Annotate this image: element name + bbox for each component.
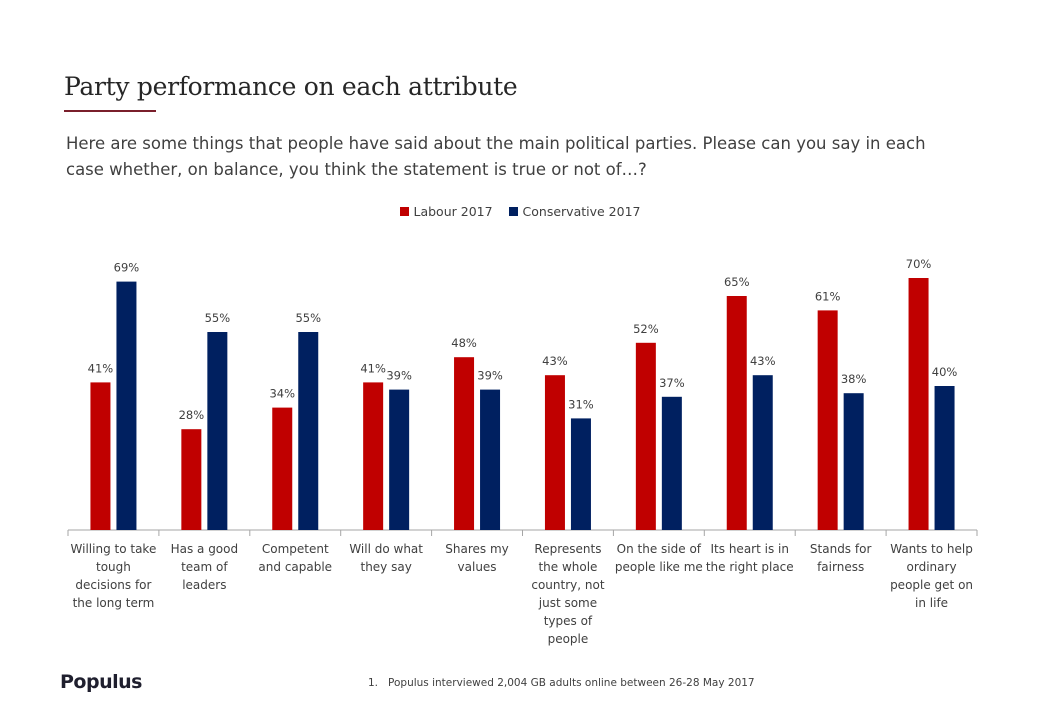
bar-conservative-2017-its-heart-is-in-the-right-plac <box>752 375 773 530</box>
category-label: Willing to take <box>71 542 157 556</box>
data-label-labour-2017-wants-to-help-ordinary-people-: 70% <box>906 257 932 271</box>
category-label: country, not <box>531 578 604 592</box>
bar-conservative-2017-represents-the-whole-country-n <box>570 418 591 530</box>
data-label-conservative-2017-wants-to-help-ordinary-people-: 40% <box>932 365 958 379</box>
data-label-conservative-2017-has-a-good-team-of-leaders: 55% <box>205 311 231 325</box>
category-label: people <box>548 632 589 646</box>
bar-labour-2017-its-heart-is-in-the-right-plac <box>726 296 747 530</box>
legend-label-labour: Labour 2017 <box>413 204 493 219</box>
chart-legend: Labour 2017 Conservative 2017 <box>0 204 1040 219</box>
category-label: Shares my <box>445 542 509 556</box>
bar-conservative-2017-stands-for-fairness <box>843 393 864 530</box>
data-label-labour-2017-stands-for-fairness: 61% <box>815 289 841 303</box>
data-label-conservative-2017-its-heart-is-in-the-right-plac: 43% <box>750 354 776 368</box>
bar-labour-2017-will-do-what-they-say <box>363 382 384 530</box>
legend-item-labour: Labour 2017 <box>399 204 493 219</box>
data-label-labour-2017-competent-and-capable: 34% <box>269 387 295 401</box>
category-label: just some <box>538 596 597 610</box>
legend-label-conservative: Conservative 2017 <box>522 204 641 219</box>
category-label: people get on <box>890 578 973 592</box>
bar-conservative-2017-will-do-what-they-say <box>389 389 410 530</box>
data-label-labour-2017-represents-the-whole-country-n: 43% <box>542 354 568 368</box>
data-label-conservative-2017-competent-and-capable: 55% <box>295 311 321 325</box>
data-label-conservative-2017-stands-for-fairness: 38% <box>841 372 867 386</box>
bar-labour-2017-competent-and-capable <box>272 407 293 530</box>
bar-labour-2017-willing-to-take-tough-decision <box>90 382 111 530</box>
category-label: in life <box>915 596 948 610</box>
bar-labour-2017-on-the-side-of-people-like-me <box>635 342 656 530</box>
category-label: Will do what <box>349 542 423 556</box>
page-title: Party performance on each attribute <box>64 72 518 101</box>
category-label: fairness <box>817 560 864 574</box>
data-label-labour-2017-has-a-good-team-of-leaders: 28% <box>179 408 205 422</box>
category-label: ordinary <box>907 560 957 574</box>
footnote-text: Populus interviewed 2,004 GB adults onli… <box>388 677 755 689</box>
footnote-number: 1. <box>368 677 379 689</box>
question-text: Here are some things that people have sa… <box>66 134 926 179</box>
category-label: Its heart is in <box>711 542 789 556</box>
category-label: they say <box>360 560 411 574</box>
category-label: the whole <box>538 560 597 574</box>
category-label: On the side of <box>617 542 702 556</box>
category-label: decisions for <box>75 578 151 592</box>
category-label: Represents <box>534 542 601 556</box>
data-label-labour-2017-will-do-what-they-say: 41% <box>360 361 386 375</box>
data-label-labour-2017-willing-to-take-tough-decision: 41% <box>88 361 114 375</box>
populus-logo: Populus <box>60 671 142 693</box>
title-underline <box>64 110 156 112</box>
category-label: Wants to help <box>890 542 973 556</box>
data-label-labour-2017-its-heart-is-in-the-right-plac: 65% <box>724 275 750 289</box>
category-label: the right place <box>706 560 794 574</box>
bar-conservative-2017-competent-and-capable <box>298 332 319 530</box>
category-label: types of <box>544 614 593 628</box>
category-label: values <box>458 560 497 574</box>
bar-labour-2017-shares-my-values <box>454 357 475 530</box>
data-label-labour-2017-on-the-side-of-people-like-me: 52% <box>633 322 659 336</box>
bar-conservative-2017-shares-my-values <box>480 389 501 530</box>
legend-item-conservative: Conservative 2017 <box>508 204 641 219</box>
bar-labour-2017-has-a-good-team-of-leaders <box>181 429 202 530</box>
category-label: leaders <box>182 578 226 592</box>
bar-conservative-2017-wants-to-help-ordinary-people- <box>934 386 955 530</box>
footnote: 1. Populus interviewed 2,004 GB adults on… <box>368 677 755 689</box>
bar-labour-2017-stands-for-fairness <box>817 310 838 530</box>
bar-conservative-2017-has-a-good-team-of-leaders <box>207 332 228 530</box>
category-label: the long term <box>73 596 155 610</box>
data-label-labour-2017-shares-my-values: 48% <box>451 336 477 350</box>
category-label: and capable <box>258 560 332 574</box>
bar-conservative-2017-on-the-side-of-people-like-me <box>661 396 682 530</box>
legend-swatch-conservative <box>508 207 518 216</box>
legend-swatch-labour <box>399 207 409 216</box>
bar-conservative-2017-willing-to-take-tough-decision <box>116 281 137 530</box>
data-label-conservative-2017-represents-the-whole-country-n: 31% <box>568 397 594 411</box>
data-label-conservative-2017-on-the-side-of-people-like-me: 37% <box>659 376 685 390</box>
category-label: people like me <box>615 560 703 574</box>
category-label: Competent <box>262 542 329 556</box>
bar-labour-2017-wants-to-help-ordinary-people- <box>908 278 929 530</box>
category-label: tough <box>96 560 131 574</box>
data-label-conservative-2017-will-do-what-they-say: 39% <box>386 369 412 383</box>
category-label: Has a good <box>171 542 239 556</box>
data-label-conservative-2017-shares-my-values: 39% <box>477 369 503 383</box>
category-label: Stands for <box>810 542 872 556</box>
bar-labour-2017-represents-the-whole-country-n <box>544 375 565 530</box>
category-label: team of <box>181 560 228 574</box>
data-label-conservative-2017-willing-to-take-tough-decision: 69% <box>114 261 140 275</box>
